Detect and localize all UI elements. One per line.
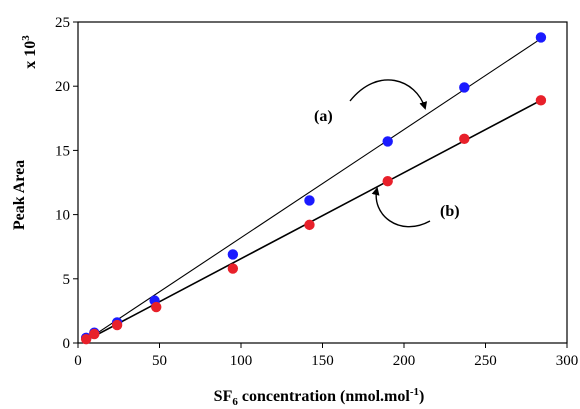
data-point-b: [459, 133, 470, 145]
y-tick-label: 15: [55, 143, 70, 159]
data-point-b: [111, 319, 123, 331]
data-points: [80, 32, 547, 345]
x-tick-label: 100: [230, 353, 253, 369]
data-point-b: [382, 176, 393, 187]
x-tick-label: 300: [556, 353, 579, 369]
y-tick-label: 0: [63, 336, 71, 352]
annotation-label-b: (b): [440, 203, 460, 220]
annotation-arrow-a: [349, 79, 428, 110]
annotation-label-a: (a): [314, 108, 333, 125]
y-multiplier-sup: 3: [20, 35, 32, 41]
fit-lines: [85, 38, 542, 342]
y-tick-label: 10: [55, 208, 70, 224]
x-tick-label: 250: [474, 353, 497, 369]
data-point-a: [227, 249, 239, 260]
x-axis-title-sub: 6: [232, 396, 238, 408]
data-point-b: [80, 333, 92, 345]
data-point-a: [535, 32, 547, 43]
x-axis-title: SF6 concentration (nmol.mol-1): [214, 386, 425, 408]
y-tick-label: 20: [55, 79, 70, 95]
data-point-a: [382, 136, 393, 147]
x-axis-ticks: 0 50 100 150 200 250 300: [74, 343, 578, 369]
x-tick-label: 150: [311, 353, 334, 369]
data-point-b: [535, 95, 547, 106]
y-multiplier-prefix: x 10: [22, 41, 39, 69]
x-axis-title-sup: -1: [410, 386, 419, 398]
y-tick-label: 25: [55, 15, 70, 31]
y-axis-ticks: 0 5 10 15 20 25: [55, 15, 78, 352]
data-point-b: [227, 263, 239, 274]
y-axis-title: Peak Area: [11, 160, 28, 230]
data-point-b: [89, 328, 100, 340]
y-multiplier-label: x 103: [20, 35, 39, 69]
annotation-arrow-b: [371, 187, 431, 228]
data-point-b: [304, 219, 315, 231]
x-axis-title-end: ): [419, 388, 424, 405]
data-point-a: [304, 195, 315, 206]
data-point-a: [459, 82, 470, 93]
x-tick-label: 200: [393, 353, 416, 369]
fit-line-a: [85, 38, 542, 341]
data-point-b: [151, 301, 162, 313]
x-axis-title-main: SF: [214, 388, 233, 405]
x-tick-label: 50: [152, 353, 167, 369]
x-axis-title-rest: concentration (nmol.mol: [238, 388, 411, 405]
x-tick-label: 0: [74, 353, 82, 369]
y-tick-label: 5: [63, 272, 71, 288]
